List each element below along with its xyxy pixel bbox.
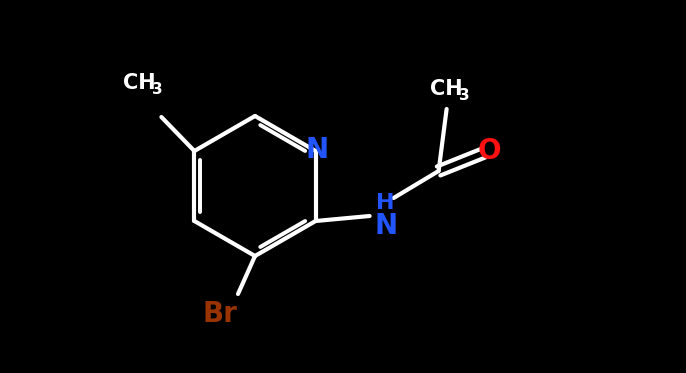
Text: 3: 3: [152, 82, 163, 97]
Text: CH: CH: [123, 73, 156, 93]
Text: N: N: [374, 212, 397, 240]
Text: H: H: [377, 193, 395, 213]
Text: O: O: [478, 137, 501, 165]
Text: 3: 3: [460, 88, 470, 103]
Text: Br: Br: [202, 300, 237, 328]
Text: N: N: [305, 136, 328, 164]
Text: CH: CH: [430, 79, 463, 99]
